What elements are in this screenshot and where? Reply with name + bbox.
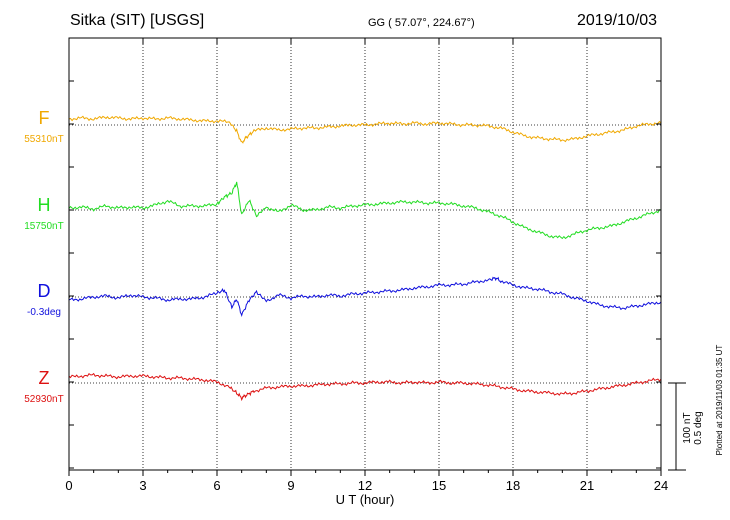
series-line-z bbox=[68, 372, 662, 402]
chart-date: 2019/10/03 bbox=[577, 12, 658, 29]
x-tick-label: 21 bbox=[580, 478, 594, 493]
x-tick-label: 24 bbox=[654, 478, 668, 493]
x-tick-label: 0 bbox=[65, 478, 72, 493]
series-baseline-z: 52930nT bbox=[24, 394, 63, 405]
x-axis-label: U T (hour) bbox=[336, 492, 395, 507]
station-coordinates: GG ( 57.07°, 224.67°) bbox=[368, 17, 475, 29]
series-baseline-h: 15750nT bbox=[24, 221, 63, 232]
series-line-h bbox=[68, 181, 662, 240]
x-tick-label: 18 bbox=[506, 478, 520, 493]
series-line-f bbox=[68, 115, 662, 144]
series-name-f: F bbox=[39, 108, 50, 128]
series-name-d: D bbox=[38, 281, 51, 301]
x-tick-label: 15 bbox=[432, 478, 446, 493]
series-baseline-d: -0.3deg bbox=[27, 307, 61, 318]
scale-bar-nt: 100 nT bbox=[682, 412, 693, 443]
scale-bar-deg: 0.5 deg bbox=[693, 411, 704, 444]
series-baseline-f: 55310nT bbox=[24, 134, 63, 145]
x-tick-label: 6 bbox=[213, 478, 220, 493]
axes bbox=[68, 37, 686, 476]
x-tick-label: 9 bbox=[287, 478, 294, 493]
x-tick-label: 3 bbox=[139, 478, 146, 493]
labels: 0 3 6 9 12 15 18 21 24 U T (hour) F 55310nT H 15750nT… bbox=[24, 108, 724, 507]
plotted-note: Plotted at 2019/11/03 01:35 UT bbox=[715, 345, 724, 456]
series-name-h: H bbox=[38, 195, 51, 215]
series-name-z: Z bbox=[39, 368, 50, 388]
data-series bbox=[68, 115, 662, 402]
series-line-d bbox=[68, 276, 662, 318]
grid-lines bbox=[69, 38, 661, 470]
station-title: Sitka (SIT) [USGS] bbox=[70, 12, 205, 29]
x-tick-label: 12 bbox=[358, 478, 372, 493]
